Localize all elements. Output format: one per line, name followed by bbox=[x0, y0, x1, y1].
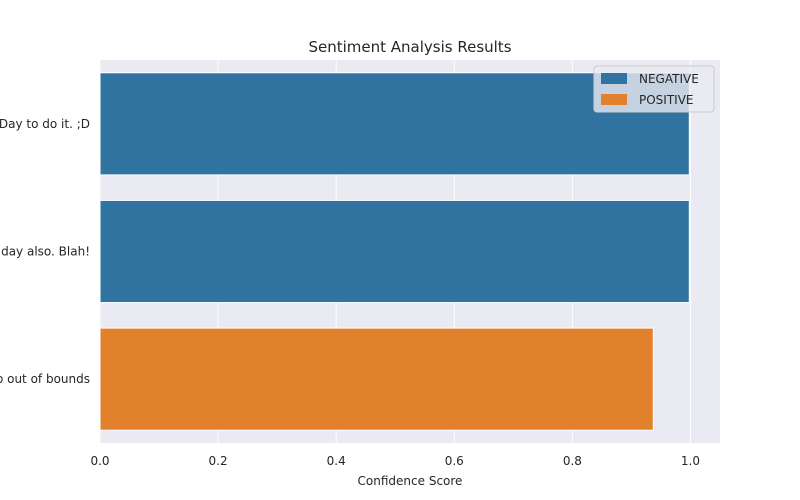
x-tick-label: 0.0 bbox=[90, 454, 109, 468]
bar bbox=[99, 327, 654, 431]
tick-labels: 0.0 0.2 0.4 0.6 0.8 1.0 bbox=[90, 454, 700, 468]
legend-label-negative: NEGATIVE bbox=[639, 72, 699, 86]
x-tick-label: 0.2 bbox=[209, 454, 228, 468]
x-tick-label: 0.6 bbox=[445, 454, 464, 468]
x-tick-label: 0.4 bbox=[327, 454, 346, 468]
bar bbox=[99, 199, 690, 304]
y-category-label: Day to do it. ;D bbox=[0, 117, 90, 131]
legend-swatch-positive bbox=[601, 94, 627, 105]
legend-swatch-negative bbox=[601, 73, 627, 84]
chart-title: Sentiment Analysis Results bbox=[308, 38, 511, 56]
x-tick-label: 0.8 bbox=[563, 454, 582, 468]
y-category-label: day also. Blah! bbox=[1, 245, 90, 259]
y-category-label: o out of bounds bbox=[0, 372, 90, 386]
category-labels: Day to do it. ;D day also. Blah! o out of … bbox=[0, 117, 90, 386]
bars bbox=[99, 72, 690, 431]
bar bbox=[99, 72, 690, 176]
x-tick-label: 1.0 bbox=[681, 454, 700, 468]
legend-label-positive: POSITIVE bbox=[639, 93, 694, 107]
legend: NEGATIVE POSITIVE bbox=[593, 65, 715, 113]
x-axis-label: Confidence Score bbox=[358, 474, 463, 488]
